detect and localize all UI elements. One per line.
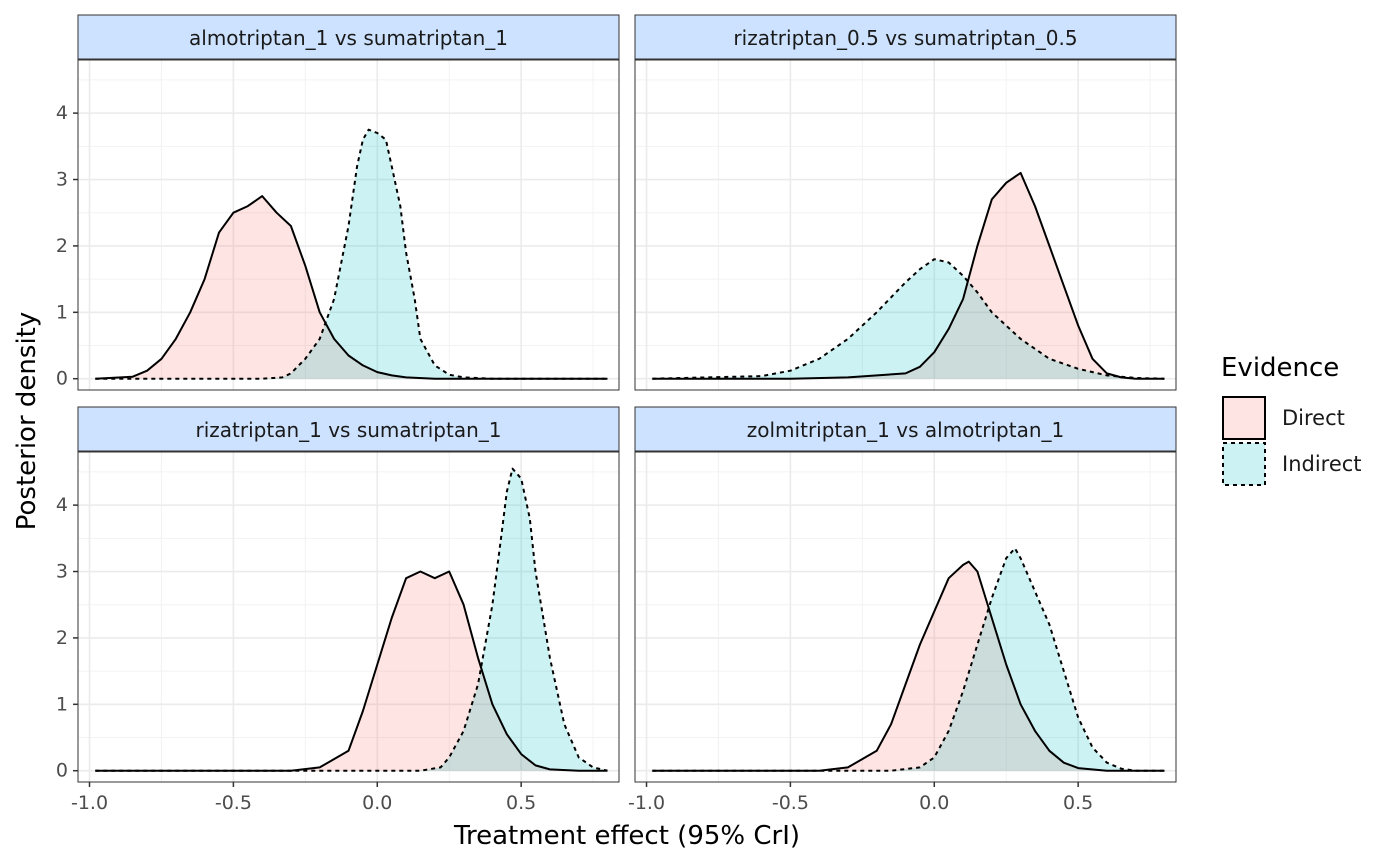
panel-2-border [77, 451, 620, 783]
density-area-indirect [95, 468, 608, 771]
x-tick-label: -1.0 [628, 792, 665, 814]
y-axis-top: 0 1 2 3 4 [56, 102, 78, 390]
y-tick-label: 2 [56, 627, 68, 649]
y-tick-label: 1 [56, 693, 68, 715]
panel-1-strip-title: rizatriptan_0.5 vs sumatriptan_0.5 [733, 26, 1077, 50]
density-line-direct [95, 195, 608, 380]
x-tick-label: -1.0 [71, 792, 108, 814]
panel-3-strip [634, 406, 1177, 452]
panel-0-series [95, 128, 608, 380]
panel-2-background [78, 452, 619, 782]
panel-1-background [635, 60, 1176, 390]
density-area-direct [652, 172, 1165, 379]
panel-0-strip [77, 14, 620, 60]
panel-2-series [95, 467, 608, 772]
panel-2-grid [78, 452, 619, 782]
panel-0-background [78, 60, 619, 390]
panel-0-border [77, 59, 620, 391]
panel-3-border [634, 451, 1177, 783]
legend-label-indirect: Indirect [1282, 452, 1362, 476]
x-tick-label: 0.0 [362, 792, 392, 814]
x-tick-label: 0.5 [1063, 792, 1093, 814]
panel-0-grid [78, 60, 619, 390]
panel-3-strip-title: zolmitriptan_1 vs almotriptan_1 [747, 418, 1064, 442]
panel-0: almotriptan_1 vs sumatriptan_1 [77, 14, 620, 391]
x-tick-label: 0.0 [919, 792, 949, 814]
y-axis-bottom: 0 1 2 3 4 [56, 494, 78, 782]
panel-0-strip-title: almotriptan_1 vs sumatriptan_1 [189, 26, 508, 50]
legend: Evidence Direct Indirect [1221, 353, 1362, 486]
x-tick-label: 0.5 [506, 792, 536, 814]
y-tick-label: 2 [56, 235, 68, 257]
x-axis-left: -1.0 -0.5 0.0 0.5 [71, 782, 536, 814]
y-tick-label: 0 [56, 760, 68, 782]
panel-3: zolmitriptan_1 vs almotriptan_1 [634, 406, 1177, 783]
panel-1-border [634, 59, 1177, 391]
density-area-indirect [652, 548, 1165, 771]
y-axis-title: Posterior density [12, 312, 42, 531]
panel-2-strip [77, 406, 620, 452]
density-line-indirect [652, 258, 1165, 380]
legend-label-direct: Direct [1282, 406, 1345, 430]
panel-3-grid [635, 452, 1176, 782]
density-area-direct [95, 196, 608, 379]
panel-3-series [652, 547, 1165, 772]
x-axis-right: -1.0 -0.5 0.0 0.5 [628, 782, 1093, 814]
density-line-direct [652, 560, 1165, 772]
density-area-indirect [95, 129, 608, 379]
y-tick-label: 4 [56, 494, 68, 516]
density-area-indirect [652, 259, 1165, 379]
panel-1-series [652, 171, 1165, 380]
legend-key-direct [1222, 396, 1266, 440]
y-tick-label: 3 [56, 561, 68, 583]
density-line-direct [95, 570, 608, 772]
panel-1: rizatriptan_0.5 vs sumatriptan_0.5 [634, 14, 1177, 391]
y-tick-label: 0 [56, 368, 68, 390]
panel-3-background [635, 452, 1176, 782]
y-tick-label: 3 [56, 169, 68, 191]
legend-key-indirect [1222, 442, 1266, 486]
y-tick-label: 4 [56, 102, 68, 124]
density-area-direct [95, 571, 608, 771]
y-tick-label: 1 [56, 301, 68, 323]
density-line-direct [652, 171, 1165, 380]
x-tick-label: -0.5 [772, 792, 809, 814]
density-line-indirect [95, 128, 608, 380]
x-tick-label: -0.5 [215, 792, 252, 814]
legend-title: Evidence [1221, 353, 1339, 383]
panel-2-strip-title: rizatriptan_1 vs sumatriptan_1 [196, 418, 502, 442]
panel-1-strip [634, 14, 1177, 60]
panel-2: rizatriptan_1 vs sumatriptan_1 [77, 406, 620, 783]
density-area-direct [652, 561, 1165, 771]
density-line-indirect [652, 547, 1165, 772]
x-axis-title: Treatment effect (95% CrI) [453, 821, 800, 851]
